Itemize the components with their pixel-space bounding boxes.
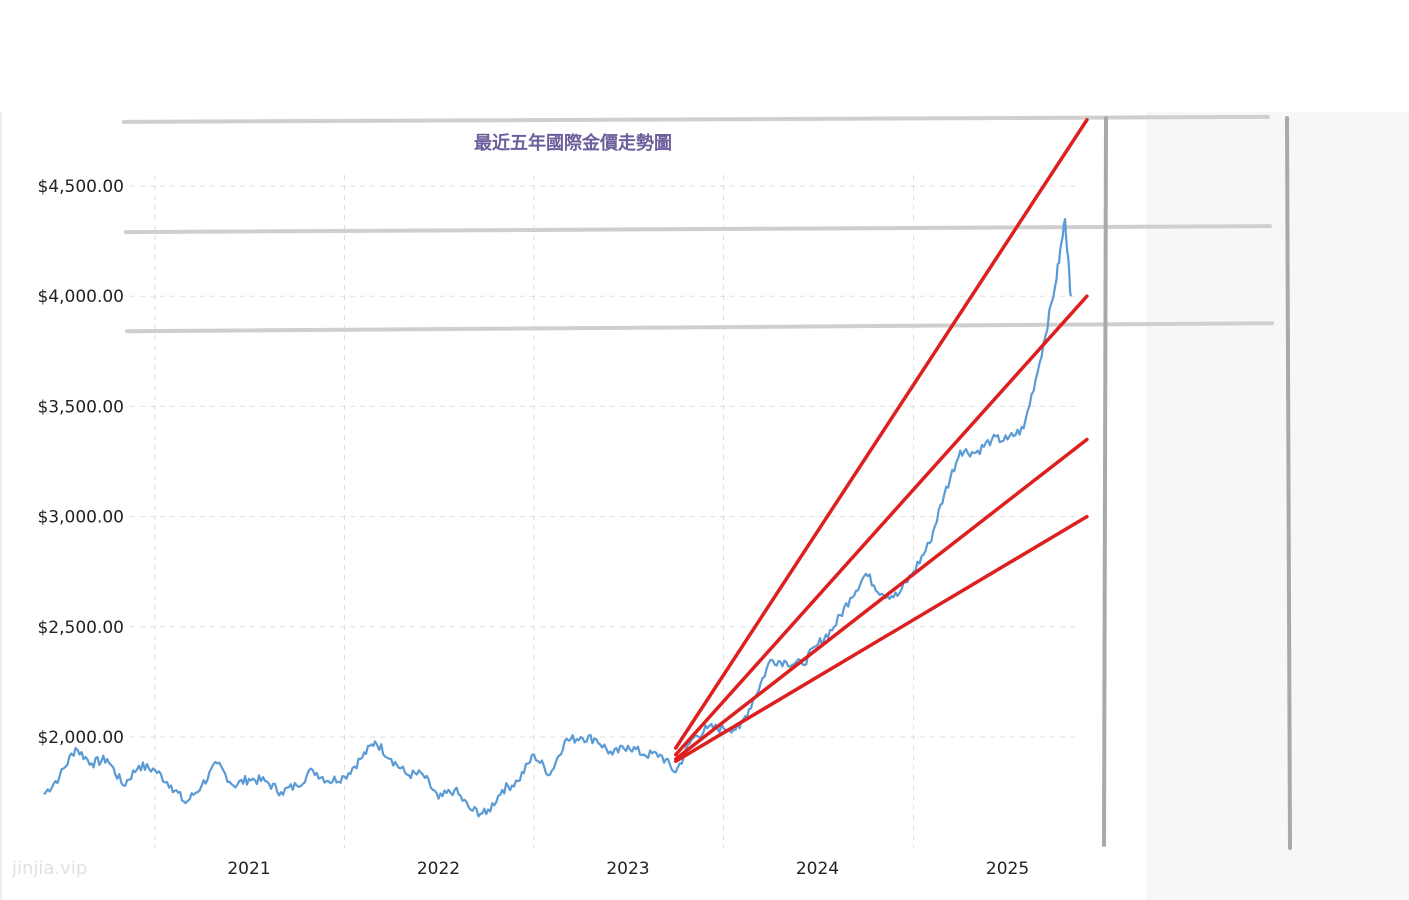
- level-line-0: [122, 114, 1270, 124]
- trend-line-0: [673, 118, 1089, 750]
- series: [43, 218, 1072, 818]
- x-tick-label-1: 2022: [417, 859, 460, 879]
- level-lines: [122, 114, 1274, 334]
- y-tick-label-1: $2,500.00: [37, 618, 124, 638]
- trend-line-1: [673, 294, 1089, 757]
- y-tick-label-0: $2,000.00: [37, 728, 124, 748]
- trend-line-2: [673, 437, 1089, 761]
- x-tick-label-3: 2024: [796, 859, 839, 879]
- x-tick-label-4: 2025: [986, 859, 1029, 879]
- grid: [130, 175, 1078, 848]
- x-tick-label-2: 2023: [606, 859, 649, 879]
- trend-lines: [673, 118, 1089, 763]
- divider-line-0: [1102, 116, 1108, 847]
- watermark: jinjia.vip: [11, 858, 87, 879]
- series-line-0: [43, 218, 1072, 818]
- level-line-2: [125, 321, 1274, 334]
- y-tick-label-4: $4,000.00: [37, 287, 124, 307]
- chart-title: 最近五年國際金價走勢圖: [474, 132, 672, 154]
- y-tick-label-5: $4,500.00: [37, 177, 124, 197]
- trend-line-3: [673, 514, 1089, 763]
- right-panel: [1146, 112, 1409, 900]
- dividers: [1102, 116, 1292, 850]
- x-tick-label-0: 2021: [227, 859, 270, 879]
- divider-line-1: [1285, 116, 1292, 850]
- level-line-1: [124, 224, 1272, 235]
- y-tick-label-3: $3,500.00: [37, 397, 124, 417]
- ticks: $2,000.00 $2,500.00 $3,000.00 $3,500.00 $4,0…: [37, 177, 1029, 879]
- y-tick-label-2: $3,000.00: [37, 508, 124, 528]
